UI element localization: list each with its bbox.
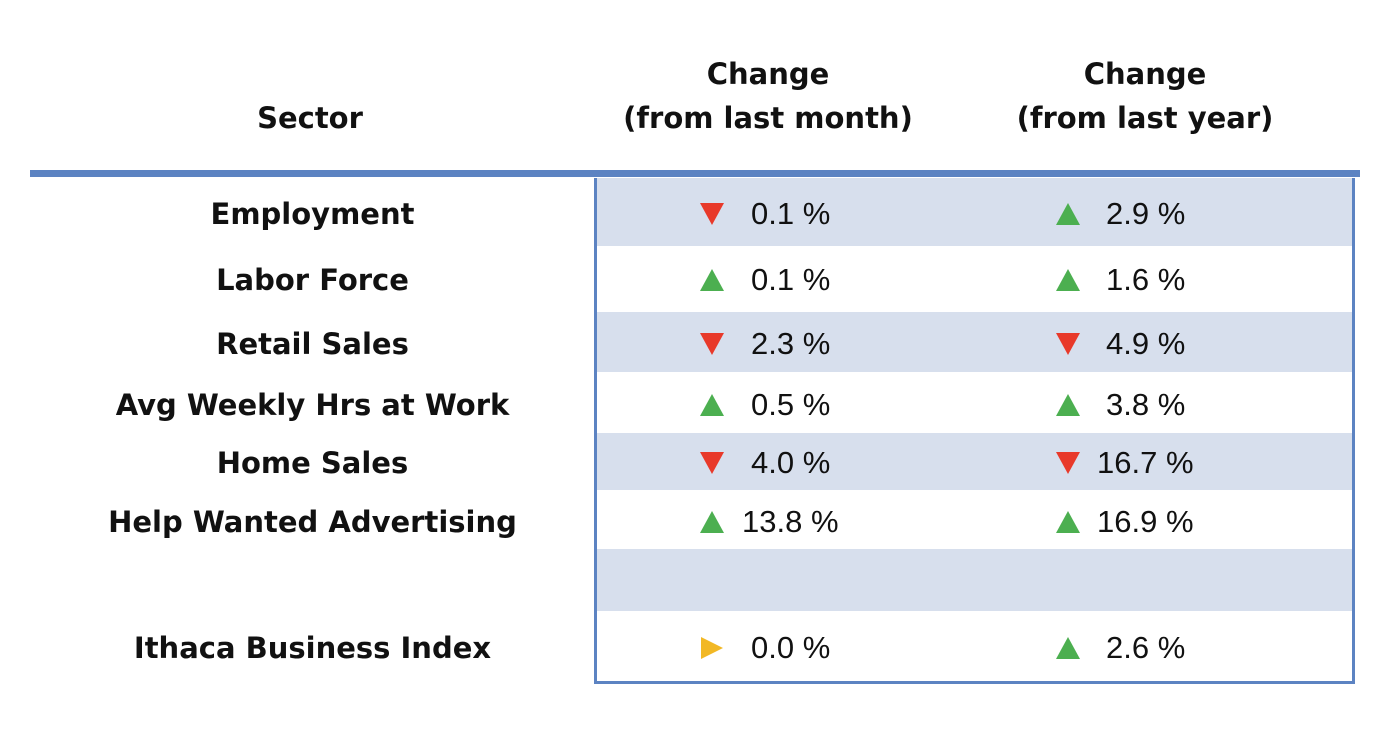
header-year-line1: Change	[1083, 57, 1207, 91]
arrow-down-icon	[1055, 332, 1081, 356]
header-sector: Sector	[140, 96, 480, 140]
sector-label: Ithaca Business Index	[133, 631, 492, 665]
arrow-up-icon	[1055, 268, 1081, 292]
sector-label: Labor Force	[216, 263, 409, 297]
year-change-value: 16.7 %	[1097, 445, 1194, 480]
month-change-value: 0.5 %	[751, 387, 831, 422]
year-change-value: 4.9 %	[1106, 326, 1186, 361]
sector-label: Avg Weekly Hrs at Work	[115, 388, 510, 422]
year-change-value: 2.9 %	[1106, 196, 1186, 231]
arrow-up-icon	[1055, 393, 1081, 417]
arrow-up-icon	[699, 393, 725, 417]
arrow-up-icon	[699, 268, 725, 292]
month-change-value: 2.3 %	[751, 326, 831, 361]
header-change-year: Change (from last year)	[975, 52, 1315, 140]
arrow-down-icon	[699, 332, 725, 356]
header-month-line2: (from last month)	[623, 101, 913, 135]
month-change-value: 0.0 %	[751, 630, 831, 665]
sector-label: Employment	[210, 197, 415, 231]
header-year-line2: (from last year)	[1016, 101, 1274, 135]
year-change-value: 16.9 %	[1097, 504, 1194, 539]
header-month-line1: Change	[706, 57, 830, 91]
arrow-up-icon	[1055, 510, 1081, 534]
arrow-down-icon	[699, 202, 725, 226]
arrow-flat-icon	[699, 636, 725, 660]
row-band	[597, 433, 1352, 490]
header-rule	[30, 170, 1360, 177]
values-panel	[594, 178, 1355, 684]
arrow-up-icon	[699, 510, 725, 534]
month-change-value: 4.0 %	[751, 445, 831, 480]
month-change-value: 13.8 %	[742, 504, 839, 539]
month-change-value: 0.1 %	[751, 262, 831, 297]
arrow-down-icon	[699, 451, 725, 475]
row-band	[597, 312, 1352, 372]
arrow-up-icon	[1055, 202, 1081, 226]
year-change-value: 2.6 %	[1106, 630, 1186, 665]
sector-label: Retail Sales	[216, 327, 409, 361]
year-change-value: 3.8 %	[1106, 387, 1186, 422]
month-change-value: 0.1 %	[751, 196, 831, 231]
header-change-month: Change (from last month)	[598, 52, 938, 140]
arrow-up-icon	[1055, 636, 1081, 660]
sector-label: Help Wanted Advertising	[108, 505, 517, 539]
sector-label: Home Sales	[216, 446, 409, 480]
arrow-down-icon	[1055, 451, 1081, 475]
row-band	[597, 549, 1352, 611]
header-sector-label: Sector	[257, 101, 363, 135]
row-band	[597, 178, 1352, 246]
year-change-value: 1.6 %	[1106, 262, 1186, 297]
